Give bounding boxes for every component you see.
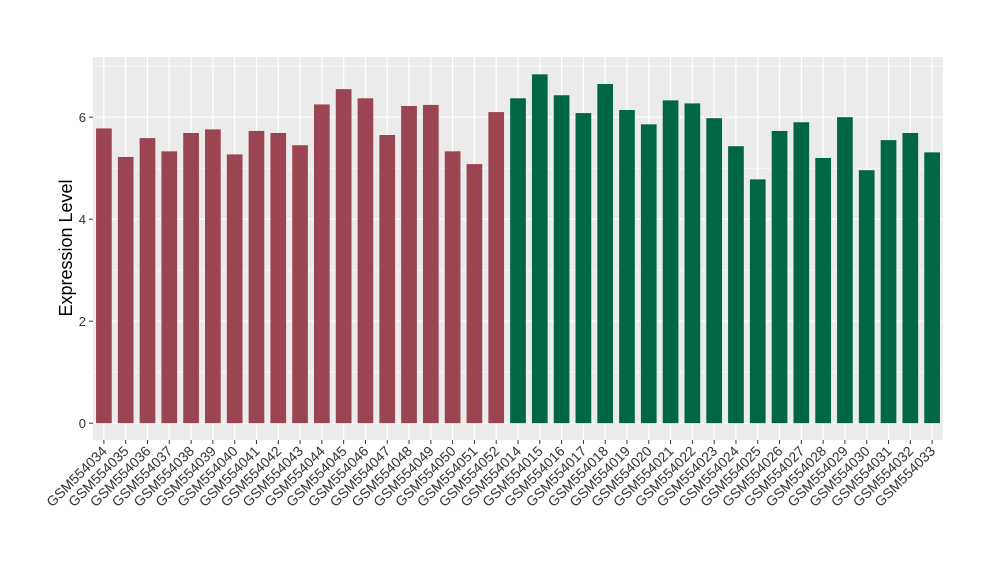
bar [880, 140, 897, 424]
bar [837, 117, 853, 424]
bar [444, 151, 461, 424]
bar [422, 104, 439, 424]
y-tick-label: 4 [79, 212, 86, 227]
bar [575, 113, 592, 424]
bar [531, 74, 548, 424]
bar [488, 112, 505, 424]
bar [248, 130, 265, 424]
bar [749, 179, 766, 424]
bar [771, 130, 788, 424]
y-tick-label: 2 [79, 314, 86, 329]
bar [597, 84, 614, 424]
bar [553, 95, 570, 424]
bar [858, 170, 875, 424]
bar [314, 104, 330, 424]
bar [183, 132, 199, 424]
bar [728, 146, 744, 424]
bar [619, 110, 635, 424]
y-tick-label: 6 [79, 110, 86, 125]
bar [205, 129, 221, 424]
bar [379, 135, 396, 424]
bar [357, 98, 374, 424]
bar [902, 132, 919, 424]
bar [793, 122, 810, 424]
bar [226, 154, 243, 424]
bar [662, 100, 679, 424]
y-tick-label: 0 [79, 416, 86, 431]
bar [640, 124, 657, 424]
bar [335, 89, 352, 424]
bar [292, 145, 308, 424]
bar [466, 164, 483, 424]
bar [96, 128, 112, 424]
bar [924, 152, 940, 424]
bar [510, 98, 526, 424]
bar [139, 138, 156, 424]
bar [161, 151, 178, 424]
bar [684, 103, 701, 424]
bar [117, 156, 134, 424]
y-axis-label: Expression Level [56, 179, 76, 316]
bar [401, 105, 417, 424]
bar [706, 118, 722, 424]
bar [270, 132, 287, 424]
bar [815, 157, 831, 424]
